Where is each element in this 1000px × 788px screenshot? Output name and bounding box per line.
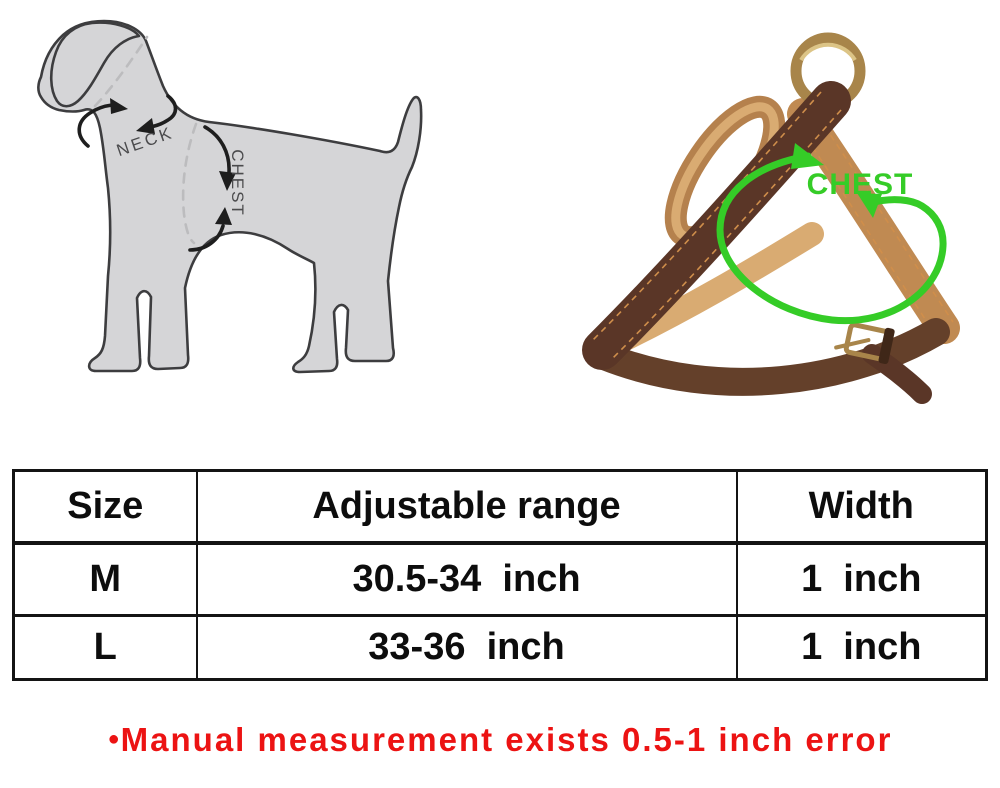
harness-straps	[582, 32, 960, 404]
cell-range-m: 30.5-34 inch	[195, 541, 738, 617]
chest-ellipse-arrow	[716, 143, 947, 325]
dog-silhouette	[37, 19, 423, 374]
header-range: Adjustable range	[195, 469, 738, 545]
table-row: M 30.5-34 inch 1 inch	[12, 541, 988, 617]
chest-measure-arrow	[188, 125, 236, 252]
neck-measure-arrow	[77, 94, 178, 148]
cell-width-l: 1 inch	[735, 614, 988, 681]
cell-width-m: 1 inch	[735, 541, 988, 617]
bottom-strap	[590, 318, 950, 396]
chest-label-green: CHEST	[807, 168, 914, 201]
cell-range-l: 33-36 inch	[195, 614, 738, 681]
table-header-row: Size Adjustable range Width	[12, 469, 988, 545]
harness-photo: CHEST	[582, 32, 960, 404]
dog-measurement-diagram: NECK CHEST	[37, 19, 423, 374]
header-size: Size	[12, 469, 198, 545]
girth-strap	[787, 98, 960, 344]
neck-strap	[582, 81, 851, 370]
neck-dashed-line	[93, 35, 149, 108]
note-bullet: ●	[107, 728, 120, 750]
size-table: Size Adjustable range Width M 30.5-34 in…	[12, 469, 988, 681]
cell-size-l: L	[12, 614, 198, 681]
measurement-note: ●Manual measurement exists 0.5-1 inch er…	[0, 721, 1000, 759]
dog-ear	[49, 21, 141, 108]
cell-size-m: M	[12, 541, 198, 617]
note-text: Manual measurement exists 0.5-1 inch err…	[120, 721, 893, 758]
chest-dashed-line	[181, 122, 198, 245]
harness-buckle	[834, 322, 895, 365]
table-row: L 33-36 inch 1 inch	[12, 614, 988, 681]
header-width: Width	[735, 469, 988, 545]
chest-label: CHEST	[228, 149, 247, 217]
